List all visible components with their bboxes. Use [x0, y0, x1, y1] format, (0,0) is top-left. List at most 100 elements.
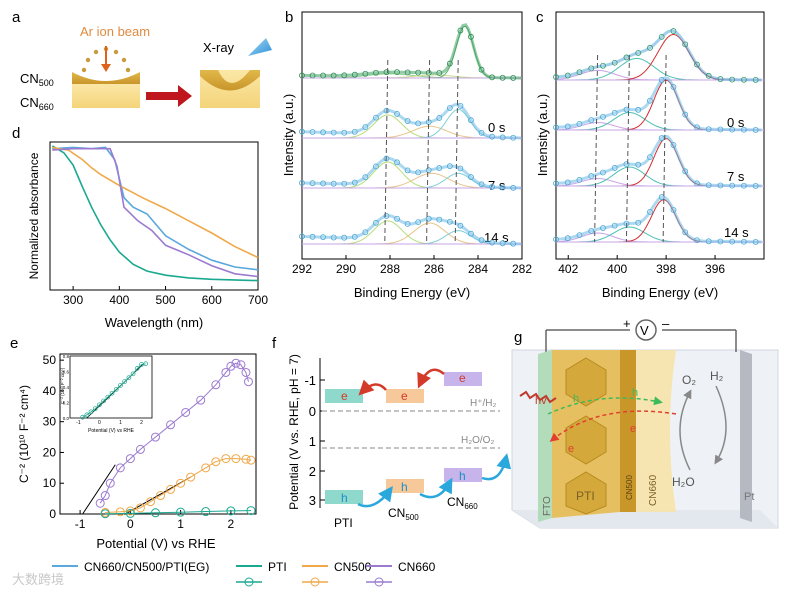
time-label-c-7: 7 s [727, 169, 745, 184]
xps-tick-label: 292 [292, 262, 312, 276]
xps-point [588, 65, 595, 72]
series-e [82, 358, 256, 519]
e-point [246, 506, 256, 516]
xps-point [752, 238, 759, 245]
electron-cn660: e [459, 371, 466, 385]
f-ytick-label: -1 [304, 373, 316, 388]
panel-c: c Intensity (a.u.) 402 400 398 396 Binding … [535, 9, 765, 300]
e-inset-point [130, 371, 136, 377]
xps-point [394, 215, 400, 222]
panel-a: a Ar ion beam CN500 CN660 X-ray [12, 9, 272, 112]
xps-point [309, 72, 316, 79]
xps-point [415, 219, 422, 226]
hole-path [547, 396, 663, 415]
xps-point [564, 123, 571, 130]
d-xtick-label: 300 [63, 293, 83, 307]
d-xtick-label: 700 [248, 293, 268, 307]
d-series-2 [52, 146, 259, 259]
panel-b: b Intensity (a.u.) 292 290 288 286 284 282 Bi… [281, 9, 532, 300]
xps-point [510, 74, 517, 81]
hole-g-2: h [632, 387, 638, 399]
xps-point [752, 126, 759, 133]
e-point [211, 457, 221, 467]
light-wave [519, 390, 557, 404]
cn500-vb [386, 479, 424, 493]
ylabel-b: Intensity (a.u.) [281, 94, 296, 176]
xps-point [436, 216, 443, 223]
xps-point [694, 237, 700, 244]
pt-label: Pt [744, 491, 754, 503]
material-cn660: CN660 [447, 495, 478, 511]
inset-e: -1 0 1 2 0.0 0.2 0.4 0.6 0.8 [63, 354, 149, 426]
xps-point [564, 72, 571, 79]
xps-point [623, 161, 630, 168]
xps-point [682, 168, 689, 175]
cn660-label: CN660 [20, 95, 54, 112]
plot-frame-b [301, 11, 523, 260]
panel-label-a: a [12, 9, 21, 26]
x-ray-beam [248, 38, 272, 56]
cn500-label-g: CN500 [625, 475, 634, 500]
e-inset-point [97, 402, 102, 408]
legend-label-0: CN660/CN500/PTI(EG) [84, 560, 209, 574]
xps-point [499, 134, 506, 141]
e-xtick-label: -1 [75, 517, 86, 531]
panel-label-d: d [12, 125, 20, 142]
xps-point [553, 124, 559, 131]
e-point [186, 472, 196, 482]
e-point [221, 454, 231, 464]
xps-point [320, 180, 327, 187]
e-inset-point [143, 361, 149, 367]
xps-envelope [555, 76, 762, 132]
xps-point [576, 120, 583, 127]
cn660-cb [444, 372, 482, 386]
xlabel-c: Binding Energy (eV) [602, 285, 718, 300]
xps-point [351, 71, 358, 78]
xps-point [436, 115, 443, 121]
xticks-c: 402 400 398 396 [558, 255, 725, 276]
e-ytick-label: 0 [49, 507, 56, 521]
xps-point [362, 124, 369, 131]
ion-arrow-head [101, 64, 111, 72]
e-inset-point [113, 386, 119, 392]
legend-marker-2 [310, 577, 320, 587]
xps-point [499, 240, 506, 247]
xps-point [499, 184, 506, 191]
e-inset-ytick: 0.0 [63, 416, 70, 421]
ion-dots [81, 46, 131, 73]
h-transfer-arrow-1 [357, 485, 393, 508]
xps-point [600, 225, 606, 231]
xps-point [647, 44, 653, 51]
e-point [243, 377, 253, 387]
xps-point [309, 129, 316, 135]
xps-point [362, 229, 369, 236]
hole-pti: h [341, 491, 348, 505]
xps-point [564, 235, 571, 242]
e-inset-ytick: 0.6 [63, 370, 70, 375]
xps-point [600, 113, 606, 120]
ylabel-e: C⁻² (10¹⁰ F⁻² cm⁴) [17, 385, 31, 483]
xps-point [729, 126, 736, 133]
e-point [176, 478, 186, 488]
xps-point [415, 169, 422, 176]
e-inset-point [134, 366, 140, 371]
e-xtick-label: 1 [177, 517, 184, 531]
e-inset-point [109, 390, 115, 396]
xps-point [404, 167, 411, 174]
e-xtick-label: 0 [127, 517, 134, 531]
xps-point [362, 174, 369, 181]
series-d [51, 145, 259, 282]
xps-envelope [301, 103, 522, 140]
xps-point [647, 154, 653, 161]
panel-d: d Normalized absorbance Wavelength (nm) … [12, 125, 268, 330]
electron-path [549, 410, 677, 442]
e-inset-point [126, 375, 132, 381]
xps-point [741, 182, 747, 189]
xps-point [309, 180, 316, 187]
inset-ylabel-e: C⁻² (10¹³ F⁻² cm⁴) [60, 367, 65, 404]
e-point [105, 478, 115, 488]
yticks-f: -1 0 1 2 3 [304, 373, 325, 508]
xps-point [457, 222, 464, 229]
xps-point [694, 61, 700, 68]
